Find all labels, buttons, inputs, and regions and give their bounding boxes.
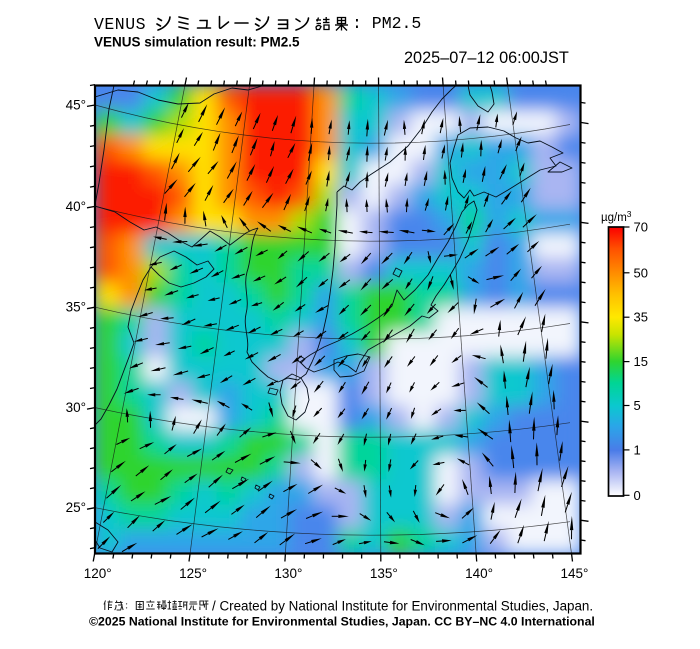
svg-text:45°: 45° <box>66 98 86 113</box>
svg-text:: PM2.5: : PM2.5 <box>352 14 421 33</box>
svg-text:15: 15 <box>634 354 648 369</box>
svg-text:/ Created by National Institut: / Created by National Institute for Envi… <box>212 599 593 614</box>
svg-text:©2025 National Institute for E: ©2025 National Institute for Environment… <box>89 615 595 629</box>
svg-text:µg/m3: µg/m3 <box>601 209 632 224</box>
svg-text:1: 1 <box>634 442 641 457</box>
svg-text:35°: 35° <box>66 300 86 315</box>
svg-text:40°: 40° <box>66 199 86 214</box>
svg-text:0: 0 <box>634 488 641 503</box>
svg-text:25°: 25° <box>66 500 86 515</box>
svg-text:5: 5 <box>634 398 641 413</box>
svg-text:VENUS simulation result: PM2.5: VENUS simulation result: PM2.5 <box>94 35 300 50</box>
svg-text:70: 70 <box>634 220 648 235</box>
svg-text:130°: 130° <box>274 566 302 581</box>
svg-text:145°: 145° <box>561 566 589 581</box>
svg-text:VENUS: VENUS <box>94 15 146 34</box>
svg-text:2025–07–12 06:00JST: 2025–07–12 06:00JST <box>404 49 569 67</box>
svg-text:50: 50 <box>634 265 648 280</box>
svg-text:120°: 120° <box>84 566 112 581</box>
svg-text:140°: 140° <box>465 566 493 581</box>
svg-text:135°: 135° <box>370 566 398 581</box>
svg-text:30°: 30° <box>66 400 86 415</box>
svg-text:35: 35 <box>634 310 648 325</box>
svg-text:125°: 125° <box>179 566 207 581</box>
